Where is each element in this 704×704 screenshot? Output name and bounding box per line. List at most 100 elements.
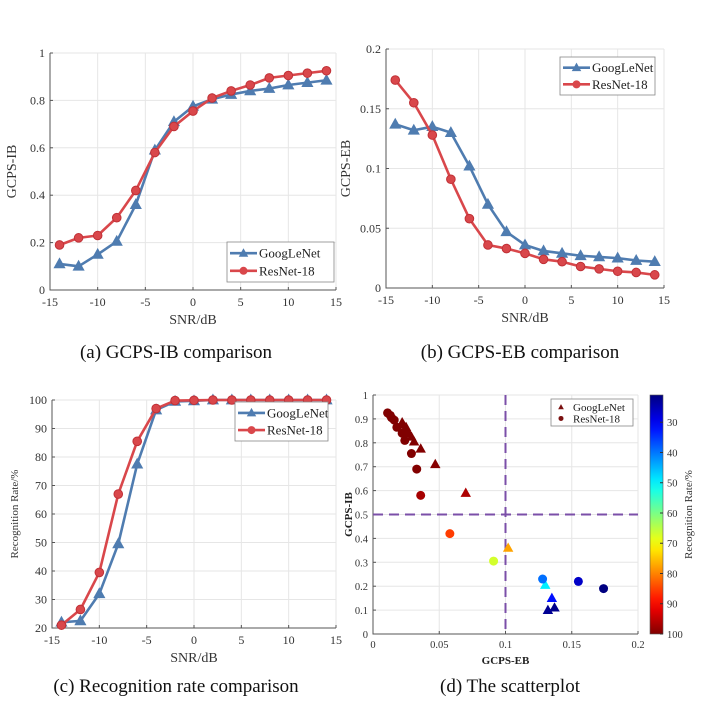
- colorbar-tick-label: 70: [667, 539, 678, 550]
- x-tick-label: 0.05: [430, 640, 448, 651]
- scatter-point-resnet-18: [412, 464, 422, 474]
- scatter-point-resnet-18: [406, 449, 416, 459]
- scatter-point-resnet-18: [392, 422, 402, 432]
- x-tick-label: 5: [238, 633, 244, 647]
- y-axis-label: GCPS-EB: [339, 140, 354, 198]
- legend-label: GoogLeNet: [267, 405, 329, 420]
- colorbar-label: Recognition Rate/%: [683, 470, 695, 559]
- data-point-resnet-18: [321, 65, 332, 76]
- x-tick-label: -10: [90, 295, 106, 309]
- y-tick-label: 0.2: [355, 582, 368, 593]
- legend-marker-circle-icon: [558, 415, 564, 421]
- legend-box: [226, 241, 335, 283]
- legend-marker-triangle-icon: [558, 404, 564, 410]
- data-point-resnet-18: [557, 256, 567, 267]
- data-point-resnet-18: [170, 395, 180, 406]
- y-tick-label: 0.2: [30, 236, 45, 250]
- y-tick-label: 70: [35, 479, 47, 493]
- panel-b-gcps-eb: -15 -10 -5 0 5 10 15 0 0.05 0.1 0.15 0.2 SNR/dB GCPS-…: [339, 42, 670, 326]
- x-axis-label: GCPS-EB: [482, 655, 530, 667]
- legend-label: GoogLeNet: [592, 60, 654, 75]
- data-point-googlenet: [129, 198, 142, 210]
- y-tick-label: 0: [375, 281, 381, 295]
- data-point-googlenet: [481, 197, 495, 209]
- y-tick-label: 0.4: [30, 188, 45, 202]
- legend-box: [234, 401, 329, 442]
- legend-label: ResNet-18: [267, 423, 323, 438]
- y-tick-label: 90: [35, 422, 47, 436]
- y-tick-label: 0.4: [355, 534, 369, 545]
- y-axis-label: GCPS-IB: [5, 145, 20, 199]
- legend-box: [559, 56, 656, 96]
- x-tick-label: 0: [370, 640, 375, 651]
- scatter-point-googlenet: [430, 458, 441, 469]
- caption-c: (c) Recognition rate comparison: [53, 676, 299, 697]
- data-point-resnet-18: [390, 75, 401, 85]
- data-point-googlenet: [574, 249, 587, 261]
- x-tick-label: 0: [522, 293, 528, 307]
- data-point-resnet-18: [245, 80, 255, 90]
- data-point-googlenet: [301, 76, 314, 87]
- colorbar-tick-label: 40: [667, 448, 678, 459]
- data-point-resnet-18: [131, 185, 141, 196]
- colorbar-tick-label: 30: [667, 418, 678, 429]
- y-tick-label: 30: [35, 593, 47, 607]
- legend-marker-circle-icon: [239, 266, 248, 275]
- x-tick-label: -5: [474, 293, 484, 307]
- x-tick-label: -15: [42, 295, 58, 309]
- data-point-googlenet: [630, 253, 643, 265]
- x-axis-label: SNR/dB: [170, 651, 217, 666]
- x-tick-label: 0.1: [499, 640, 512, 651]
- x-tick-label: -5: [142, 633, 152, 647]
- data-point-resnet-18: [464, 213, 475, 224]
- data-point-googlenet: [463, 159, 476, 171]
- y-tick-label: 0.15: [360, 102, 381, 116]
- caption-b: (b) GCPS-EB comparison: [421, 342, 620, 363]
- x-tick-label: 5: [568, 293, 574, 307]
- data-point-resnet-18: [189, 395, 199, 406]
- data-point-googlenet: [320, 73, 333, 85]
- data-point-resnet-18: [538, 254, 549, 265]
- y-tick-label: 0.1: [355, 606, 368, 617]
- data-point-resnet-18: [113, 489, 124, 499]
- y-tick-label: 0.9: [355, 415, 368, 426]
- y-tick-label: 0.7: [355, 463, 368, 474]
- scatter-point-googlenet: [408, 436, 420, 446]
- scatter-point-googlenet: [502, 542, 514, 552]
- scatter-point-googlenet: [546, 592, 558, 602]
- data-point-resnet-18: [169, 121, 179, 132]
- colorbar-tick-label: 100: [667, 630, 683, 641]
- x-axis-label: SNR/dB: [501, 311, 548, 326]
- x-tick-label: 15: [330, 295, 342, 309]
- scatter-point-googlenet: [549, 602, 560, 612]
- legend-marker-circle-icon: [247, 426, 256, 435]
- data-point-resnet-18: [594, 264, 604, 274]
- data-point-resnet-18: [302, 68, 313, 78]
- x-tick-label: 0.15: [563, 640, 581, 651]
- y-tick-label: 0: [39, 283, 45, 297]
- y-tick-label: 0.8: [355, 439, 368, 450]
- colorbar-tick-label: 90: [667, 600, 678, 611]
- data-point-resnet-18: [207, 93, 217, 103]
- data-point-googlenet: [110, 234, 123, 246]
- data-point-googlenet: [500, 225, 513, 237]
- scatter-point-resnet-18: [538, 574, 548, 584]
- data-point-googlenet: [444, 126, 457, 137]
- scatter-point-googlenet: [542, 604, 554, 614]
- scatter-point-resnet-18: [397, 428, 407, 438]
- scatter-point-googlenet: [540, 579, 551, 589]
- data-point-googlenet: [93, 587, 106, 599]
- data-point-resnet-18: [150, 147, 160, 158]
- data-point-resnet-18: [264, 73, 275, 83]
- y-tick-label: 0.8: [30, 93, 45, 107]
- scatter-point-resnet-18: [400, 435, 410, 445]
- data-point-resnet-18: [483, 240, 493, 250]
- y-tick-label: 0.6: [30, 141, 45, 155]
- colorbar-tick-label: 60: [667, 509, 678, 520]
- legend-label: GoogLeNet: [259, 246, 321, 261]
- caption-a: (a) GCPS-IB comparison: [80, 342, 273, 363]
- scatter-point-resnet-18: [599, 584, 609, 594]
- x-tick-label: 5: [238, 295, 244, 309]
- data-point-googlenet: [282, 78, 295, 90]
- data-point-resnet-18: [409, 97, 419, 108]
